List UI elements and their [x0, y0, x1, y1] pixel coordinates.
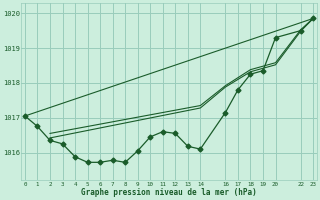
X-axis label: Graphe pression niveau de la mer (hPa): Graphe pression niveau de la mer (hPa) — [81, 188, 257, 197]
